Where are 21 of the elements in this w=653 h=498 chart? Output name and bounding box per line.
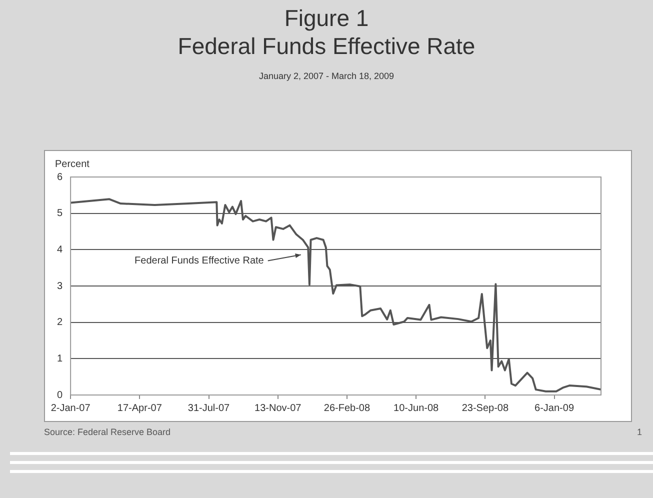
x-tick-label: 2-Jan-07 (50, 402, 91, 414)
chart-subtitle: January 2, 2007 - March 18, 2009 (258, 71, 396, 81)
source-note: Source: Federal Reserve Board (44, 427, 171, 437)
annotation: Federal Funds Effective Rate (134, 256, 264, 267)
y-tick-label: 2 (57, 317, 63, 328)
y-tick-label: 6 (57, 172, 63, 183)
x-tick-label: 26-Feb-08 (324, 402, 370, 414)
text: 1 (636, 427, 642, 437)
x-tick-label: 17-Apr-07 (117, 402, 162, 414)
y-tick-label: 4 (57, 244, 63, 256)
x-tick-label: 31-Jul-07 (188, 402, 230, 414)
y-tick-label: 1 (57, 353, 63, 364)
y-tick-label: 3 (57, 280, 63, 292)
y-tick-label: 5 (57, 208, 63, 220)
chart-title: Figure 1 Federal Funds Effective Rate (176, 4, 476, 60)
x-tick-label: 13-Nov-07 (254, 402, 302, 414)
y-tick-label: 0 (57, 390, 63, 401)
x-tick-label: 10-Jun-08 (394, 402, 440, 414)
x-tick-label: 6-Jan-09 (534, 402, 574, 414)
y-axis-title: Percent (55, 158, 90, 170)
x-tick-label: 23-Sep-08 (462, 402, 509, 414)
